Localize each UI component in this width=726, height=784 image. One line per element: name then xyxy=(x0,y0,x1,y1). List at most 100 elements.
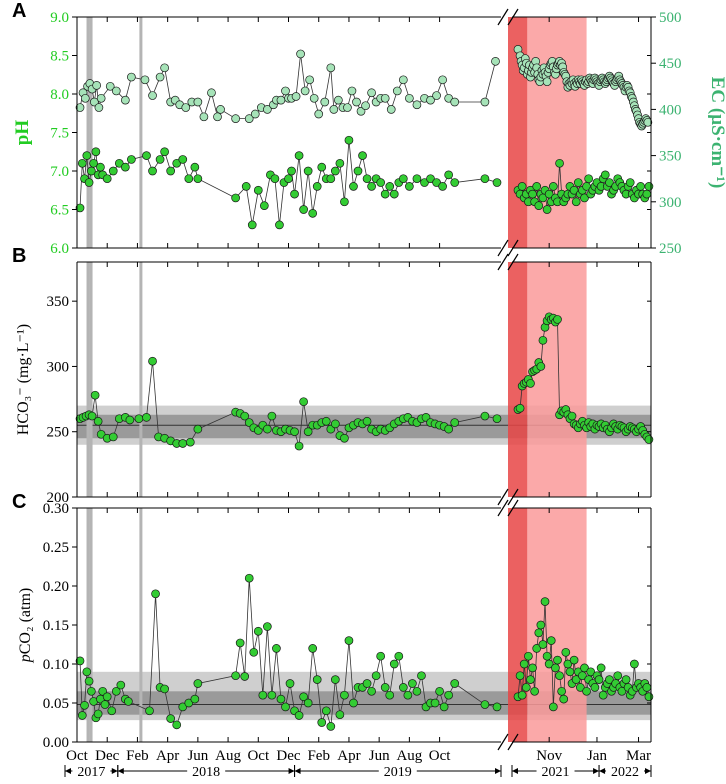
xtick-label: Feb xyxy=(307,748,330,764)
ytick-label: 0.30 xyxy=(43,501,69,517)
point-pH xyxy=(605,178,614,187)
point-pCO2 xyxy=(417,671,426,681)
point-pH xyxy=(405,182,414,191)
point-pCO2 xyxy=(111,686,121,696)
axis-break xyxy=(497,8,509,26)
point-pH xyxy=(380,189,390,199)
point-pH xyxy=(275,220,284,230)
point-pH xyxy=(160,147,169,157)
point-pCO2 xyxy=(385,690,395,700)
point-pCO2 xyxy=(80,700,89,710)
axis-break xyxy=(507,733,519,751)
point-pCO2 xyxy=(598,690,608,700)
point-pCO2 xyxy=(450,679,460,688)
point-EC xyxy=(263,105,272,114)
ytick-label: 250 xyxy=(47,425,70,441)
point-pH xyxy=(96,162,105,172)
year-arrow xyxy=(495,768,501,774)
point-EC xyxy=(296,49,305,59)
axis-break xyxy=(497,733,509,751)
point-EC xyxy=(92,81,101,90)
point-HCO3 xyxy=(492,414,502,424)
point-pH xyxy=(82,151,92,160)
point-EC xyxy=(193,97,203,107)
point-HCO3 xyxy=(90,390,100,400)
point-pCO2 xyxy=(430,698,440,708)
point-EC xyxy=(361,101,370,111)
point-EC xyxy=(426,95,435,105)
point-pCO2 xyxy=(267,690,277,700)
xtick-label: Aug xyxy=(215,748,241,764)
ytick-label: 200 xyxy=(47,490,70,506)
point-pCO2 xyxy=(244,573,254,583)
point-pH xyxy=(600,170,610,180)
point-pCO2 xyxy=(546,636,556,645)
point-pCO2 xyxy=(376,651,386,661)
point-EC xyxy=(309,93,319,103)
point-pCO2 xyxy=(630,659,639,669)
axis-break xyxy=(497,499,509,517)
point-EC xyxy=(300,86,310,96)
point-pH xyxy=(335,158,345,168)
point-pH xyxy=(362,174,372,184)
xtick-label: Oct xyxy=(247,748,269,764)
point-EC xyxy=(281,86,290,96)
panel-letter: C xyxy=(12,491,26,513)
point-EC xyxy=(334,95,343,105)
point-pCO2 xyxy=(151,589,160,599)
point-pCO2 xyxy=(532,644,542,653)
point-pH xyxy=(450,178,460,187)
xtick-label: Jun xyxy=(187,748,208,764)
point-pH xyxy=(528,189,537,199)
year-arrow xyxy=(294,768,301,774)
point-HCO3 xyxy=(142,413,151,422)
point-pH xyxy=(584,174,594,184)
panel-letter: A xyxy=(12,0,26,22)
point-pCO2 xyxy=(526,675,535,684)
ytick-label: 0.25 xyxy=(43,540,69,556)
point-EC xyxy=(94,103,104,112)
point-pCO2 xyxy=(621,675,631,684)
point-pCO2 xyxy=(412,686,422,696)
panel-B: 200 250 300 350 B HCO₃⁻ (mg·L⁻¹) xyxy=(12,245,654,506)
point-pCO2 xyxy=(263,622,272,631)
point-pCO2 xyxy=(178,702,188,712)
point-pH xyxy=(555,158,564,168)
point-pCO2 xyxy=(344,636,354,645)
point-HCO3 xyxy=(330,419,340,429)
point-pH xyxy=(642,189,652,199)
point-pCO2 xyxy=(124,697,133,706)
point-HCO3 xyxy=(362,416,372,426)
year-arrow xyxy=(645,768,651,774)
point-EC xyxy=(343,103,352,112)
point-pCO2 xyxy=(439,702,449,712)
year-arrow xyxy=(593,768,600,774)
point-HCO3 xyxy=(87,411,97,421)
point-pCO2 xyxy=(642,683,652,692)
point-pH xyxy=(231,193,240,203)
point-HCO3 xyxy=(444,424,454,434)
point-HCO3 xyxy=(263,424,272,434)
point-pCO2 xyxy=(435,686,444,696)
point-pCO2 xyxy=(184,698,194,708)
point-HCO3 xyxy=(185,437,195,447)
point-HCO3 xyxy=(553,315,562,324)
point-pH xyxy=(580,193,589,203)
point-pCO2 xyxy=(565,667,575,677)
point-pH xyxy=(114,158,124,168)
point-EC xyxy=(160,63,169,73)
point-pCO2 xyxy=(569,655,579,665)
point-pH xyxy=(102,174,112,184)
point-EC xyxy=(405,93,414,103)
point-pCO2 xyxy=(312,675,322,684)
point-EC xyxy=(320,97,330,107)
xtick-label: Nov xyxy=(536,748,562,764)
point-HCO3 xyxy=(148,356,157,366)
ytick-label: 8.5 xyxy=(50,49,69,65)
year-label: 2022 xyxy=(611,765,639,780)
point-HCO3 xyxy=(299,397,308,407)
ytick-label: 300 xyxy=(47,359,70,375)
point-EC xyxy=(329,105,339,114)
point-pCO2 xyxy=(590,683,600,692)
point-pCO2 xyxy=(367,686,376,696)
